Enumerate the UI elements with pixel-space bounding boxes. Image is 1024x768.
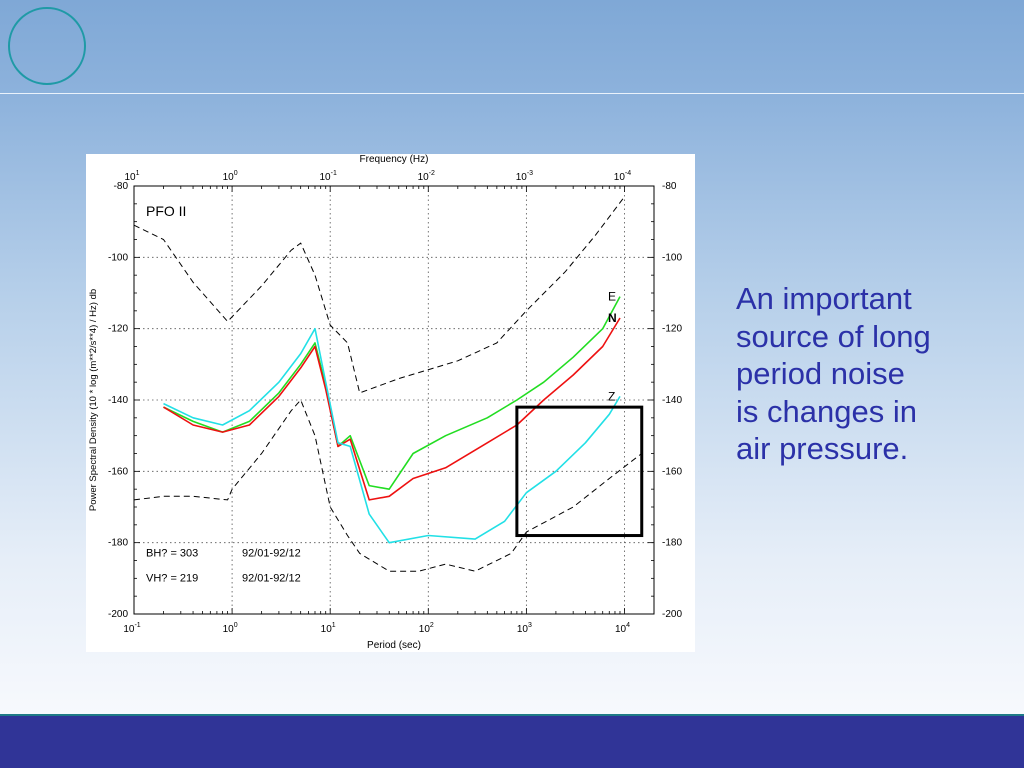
y-tick-label: -120 (108, 324, 128, 335)
y-tick-label: -100 (108, 252, 128, 263)
top-tick-label: 100 (223, 170, 238, 183)
top-axis-label: Frequency (Hz) (360, 154, 429, 165)
chart-title: PFO II (146, 203, 186, 219)
y-tick-label-right: -140 (662, 395, 682, 406)
y-tick-label-right: -160 (662, 466, 682, 477)
highlight-box (515, 405, 644, 538)
circle-ornament (8, 7, 86, 85)
series-label-n: N (608, 311, 617, 325)
header-divider (0, 93, 1024, 94)
x-tick-label: 10-1 (123, 622, 140, 635)
psd-chart: 10-1 100 101 102 103 104 101 100 10-1 10-2 10-3 10-… (86, 154, 695, 652)
x-tick-label: 102 (419, 622, 434, 635)
chart-canvas: 10-1 100 101 102 103 104 101 100 10-1 10-2 10-3 10-… (88, 154, 682, 651)
annotation-bh: BH? = 303 (146, 547, 198, 559)
top-tick-label: 10-1 (320, 170, 337, 183)
y-tick-label: -140 (108, 395, 128, 406)
y-tick-label-right: -100 (662, 252, 682, 263)
y-tick-label: -200 (108, 609, 128, 620)
low-noise-model-line (133, 399, 643, 572)
y-tick-label-right: -120 (662, 324, 682, 335)
x-axis-label: Period (sec) (367, 640, 421, 651)
y-axis-label: Power Spectral Density (10 * log (m**2/s… (88, 289, 99, 511)
series-label-z: Z (608, 389, 615, 403)
x-tick-label: 103 (517, 622, 532, 635)
y-tick-label-right: -80 (662, 181, 677, 192)
top-tick-label: 10-2 (418, 170, 435, 183)
y-tick-label-right: -200 (662, 609, 682, 620)
high-noise-model-line (133, 196, 625, 394)
x-tick-label: 101 (321, 622, 336, 635)
series-e-line (163, 296, 621, 491)
top-tick-label: 10-4 (614, 170, 631, 183)
y-tick-label-right: -180 (662, 538, 682, 549)
annotation-bh-dates: 92/01-92/12 (242, 547, 301, 559)
y-tick-label: -160 (108, 466, 128, 477)
y-tick-label: -180 (108, 538, 128, 549)
annotation-vh: VH? = 219 (146, 572, 198, 584)
series-label-e: E (608, 290, 616, 304)
top-tick-label: 101 (124, 170, 139, 183)
annotation-vh-dates: 92/01-92/12 (242, 572, 301, 584)
x-tick-label: 100 (223, 622, 238, 635)
series-z-line (163, 327, 621, 544)
footer-bar (0, 716, 1024, 768)
slide-caption: An important source of long period noise… (736, 281, 931, 466)
footer-accent-line (0, 714, 1024, 716)
x-tick-label: 104 (615, 622, 630, 635)
top-tick-label: 10-3 (516, 170, 533, 183)
y-tick-label: -80 (114, 181, 129, 192)
series-n-line (163, 317, 621, 501)
